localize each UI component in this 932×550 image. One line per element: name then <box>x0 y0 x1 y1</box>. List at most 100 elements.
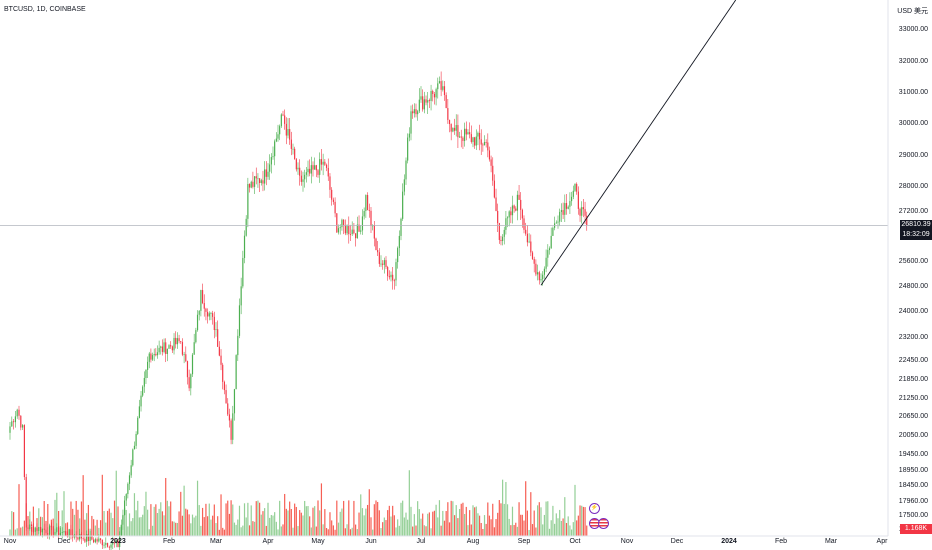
candle-body <box>322 161 324 165</box>
candle-body <box>432 91 434 94</box>
candle-body <box>110 544 112 548</box>
volume-bar <box>43 501 45 536</box>
candle-body <box>68 529 70 537</box>
candle-body <box>304 174 306 180</box>
candle-body <box>122 514 124 525</box>
candle-body <box>99 538 102 540</box>
candle-body <box>545 257 547 269</box>
volume-bar <box>32 506 34 536</box>
candle-body <box>115 540 117 544</box>
candle-body <box>314 165 316 170</box>
candle-body <box>267 171 269 177</box>
volume-bar <box>140 517 142 536</box>
candle-body <box>470 134 472 142</box>
candle-body <box>65 531 67 536</box>
candle-body <box>16 409 18 417</box>
candle-body <box>41 528 43 533</box>
candle-body <box>320 159 323 165</box>
volume-bar <box>145 491 147 536</box>
candle-body <box>120 524 122 536</box>
candle-body <box>188 377 190 389</box>
candle-body <box>40 527 42 533</box>
volume-bar <box>310 527 312 536</box>
candle-body <box>91 535 93 540</box>
price-tick-label: 18450.00 <box>898 482 928 490</box>
candle-body <box>569 201 571 207</box>
candle-body <box>203 303 205 309</box>
volume-bar <box>498 500 500 536</box>
volume-bar <box>153 506 155 536</box>
candle-body <box>243 235 246 258</box>
candle-body <box>515 208 517 211</box>
volume-bar <box>339 511 341 536</box>
candle-body <box>407 137 409 161</box>
trend-line[interactable] <box>540 0 737 286</box>
currency-label[interactable]: USD 美元 <box>897 8 928 15</box>
time-tick-label: Apr <box>262 538 274 545</box>
volume-bar <box>565 522 568 536</box>
candle-body <box>232 413 234 440</box>
volume-bar <box>180 491 182 536</box>
volume-bar <box>210 519 212 536</box>
candle-body <box>310 165 312 174</box>
volume-bar <box>469 510 471 536</box>
volume-bar <box>80 501 83 536</box>
volume-bar <box>127 526 129 536</box>
candle-body <box>247 184 249 219</box>
candle-body <box>274 141 276 157</box>
volume-bar <box>403 517 405 536</box>
candle-body <box>455 125 457 131</box>
volume-bar <box>508 518 510 536</box>
volume-bar <box>500 503 502 536</box>
price-tick-label: 32000.00 <box>898 57 928 65</box>
volume-bar <box>245 517 247 536</box>
candle-body <box>230 420 232 440</box>
volume-bar <box>213 504 215 536</box>
us-flag-icon[interactable] <box>598 518 609 529</box>
lightning-event-icon[interactable]: ⚡ <box>589 503 600 514</box>
volume-bar <box>460 503 462 536</box>
candle-body <box>425 99 427 103</box>
volume-bar <box>115 470 117 536</box>
candle-body <box>262 180 264 184</box>
candle-body <box>482 144 484 146</box>
candle-body <box>447 108 449 120</box>
candle-body <box>427 100 429 103</box>
candle-body <box>535 263 537 275</box>
candle-body <box>14 416 16 423</box>
candle-body <box>79 533 81 540</box>
candle-body <box>201 290 204 304</box>
candle-body <box>428 100 430 102</box>
symbol-title[interactable]: BTCUSD, 1D, COINBASE <box>4 6 86 13</box>
candle-body <box>61 532 63 534</box>
volume-bar <box>550 520 552 536</box>
volume-bar <box>41 517 43 536</box>
price-axis[interactable]: 33000.00 32000.00 31000.00 30000.00 29000.00… <box>888 0 932 536</box>
volume-bar <box>270 514 272 536</box>
candle-body <box>555 222 557 224</box>
candle-body <box>275 138 277 142</box>
volume-bar <box>191 514 194 536</box>
candle-body <box>540 279 542 281</box>
volume-bar <box>287 510 289 536</box>
volume-bar <box>38 508 40 536</box>
time-axis[interactable]: Nov Dec 2023 Feb Mar Apr May Jun Jul Aug Sep Oct Nov… <box>0 536 888 550</box>
volume-bar <box>265 525 267 536</box>
time-tick-label: Jun <box>365 538 377 545</box>
candle-body <box>196 314 199 331</box>
volume-bar <box>113 500 116 536</box>
price-tick-label: 23200.00 <box>898 333 928 341</box>
volume-bar <box>511 506 514 536</box>
volume-bar <box>329 512 331 536</box>
candle-body <box>255 176 257 179</box>
volume-bar <box>279 500 281 536</box>
volume-bar <box>137 500 139 536</box>
volume-bar <box>14 529 16 536</box>
candle-body <box>212 313 214 317</box>
candle-body <box>526 233 528 243</box>
candle-body <box>257 178 259 180</box>
candle-body <box>63 531 65 533</box>
volume-bar <box>430 528 432 536</box>
candle-body <box>215 329 217 331</box>
